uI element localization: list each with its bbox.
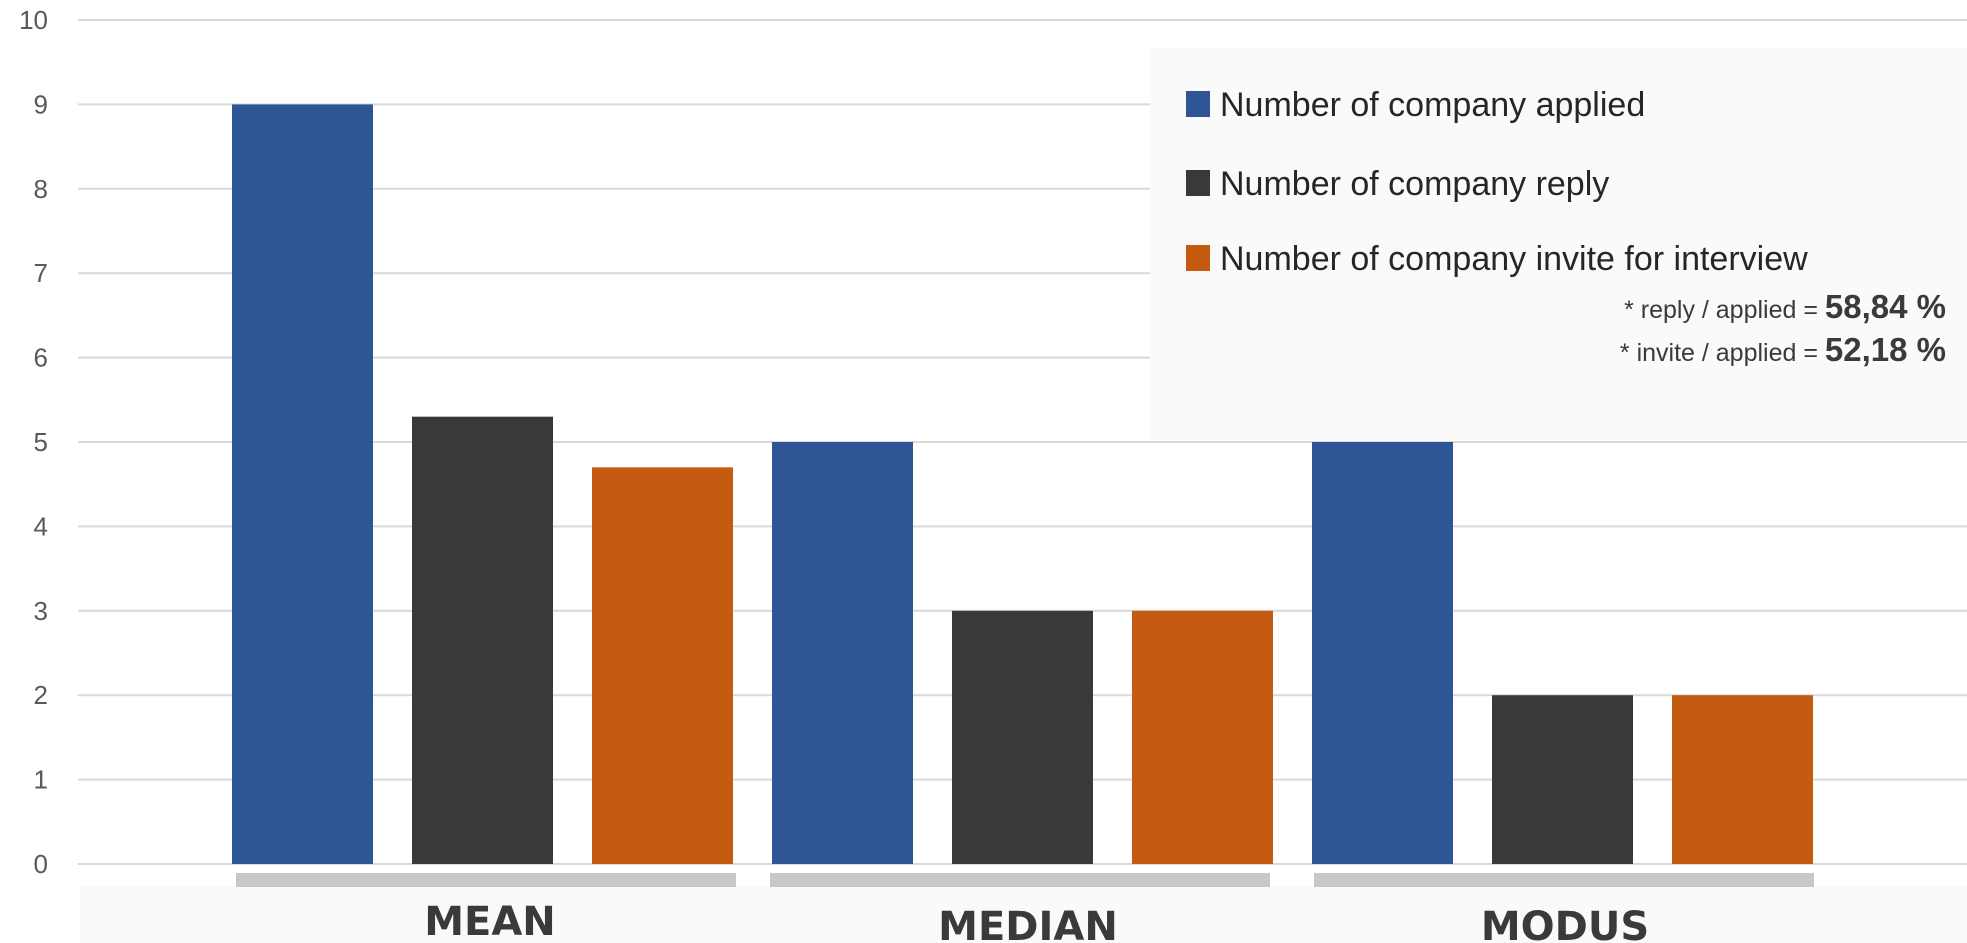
ratio-annotation-value: 52,18 % xyxy=(1825,331,1946,368)
category-label-median: MEDIAN xyxy=(938,904,1118,943)
bar-median-series-1 xyxy=(772,442,913,864)
legend-swatch xyxy=(1186,170,1210,196)
category-band xyxy=(236,873,736,887)
y-tick-label: 6 xyxy=(34,343,48,373)
y-tick-label: 7 xyxy=(34,258,48,288)
legend-label: Number of company invite for interview xyxy=(1220,240,1808,278)
bar-modus-series-1 xyxy=(1312,442,1453,864)
ratio-annotation: * invite / applied = 52,18 % xyxy=(1620,331,1946,368)
category-label-modus: MODUS xyxy=(1481,904,1649,943)
legend-label: Number of company applied xyxy=(1220,86,1645,124)
y-tick-label: 8 xyxy=(34,174,48,204)
y-axis-ticks: 0 1 2 3 4 5 6 7 8 9 10 xyxy=(19,5,48,879)
bar-mean-series-1 xyxy=(232,104,373,864)
annotations: * reply / applied = 58,84 %* invite / ap… xyxy=(1620,288,1946,368)
y-tick-label: 0 xyxy=(34,849,48,879)
bars xyxy=(232,104,1813,864)
category-band xyxy=(770,873,1270,887)
bar-modus-series-2 xyxy=(1492,695,1633,864)
y-tick-label: 9 xyxy=(34,89,48,119)
bar-modus-series-3 xyxy=(1672,695,1813,864)
category-axis-band xyxy=(80,886,1967,943)
y-tick-label: 1 xyxy=(34,765,48,795)
bar-median-series-3 xyxy=(1132,610,1273,864)
y-tick-label: 2 xyxy=(34,680,48,710)
y-tick-label: 5 xyxy=(34,427,48,457)
y-tick-label: 3 xyxy=(34,596,48,626)
legend: Number of company applied Number of compa… xyxy=(1186,86,1808,278)
legend-label: Number of company reply xyxy=(1220,165,1609,203)
ratio-annotation-label: * reply / applied = xyxy=(1624,296,1825,324)
legend-box xyxy=(1150,48,1967,440)
bar-median-series-2 xyxy=(952,610,1093,864)
ratio-annotation-value: 58,84 % xyxy=(1825,288,1946,325)
category-band xyxy=(1314,873,1814,887)
bar-mean-series-3 xyxy=(592,467,733,864)
bar-mean-series-2 xyxy=(412,416,553,864)
legend-swatch xyxy=(1186,91,1210,117)
category-label-mean: MEAN xyxy=(424,899,556,943)
y-tick-label: 10 xyxy=(19,5,48,35)
category-labels: MEAN MEDIAN MODUS xyxy=(236,873,1814,943)
ratio-annotation-label: * invite / applied = xyxy=(1620,339,1825,367)
ratio-annotation: * reply / applied = 58,84 % xyxy=(1624,288,1946,325)
legend-swatch xyxy=(1186,245,1210,271)
y-tick-label: 4 xyxy=(34,511,48,541)
